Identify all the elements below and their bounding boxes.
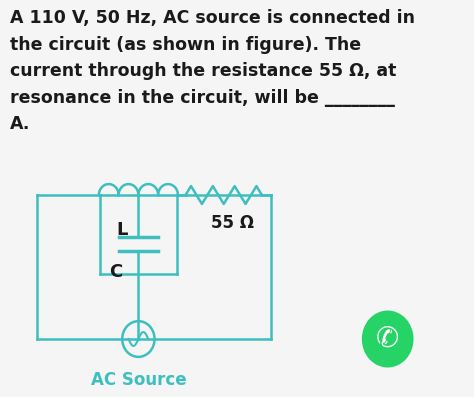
Text: A 110 V, 50 Hz, AC source is connected in
the circuit (as shown in figure). The
: A 110 V, 50 Hz, AC source is connected i… xyxy=(10,10,415,133)
Text: AC Source: AC Source xyxy=(91,371,186,389)
Circle shape xyxy=(363,311,413,367)
Text: C: C xyxy=(109,263,123,281)
Text: L: L xyxy=(117,221,128,239)
Text: 55 Ω: 55 Ω xyxy=(211,214,254,232)
Text: ✆: ✆ xyxy=(376,325,399,353)
